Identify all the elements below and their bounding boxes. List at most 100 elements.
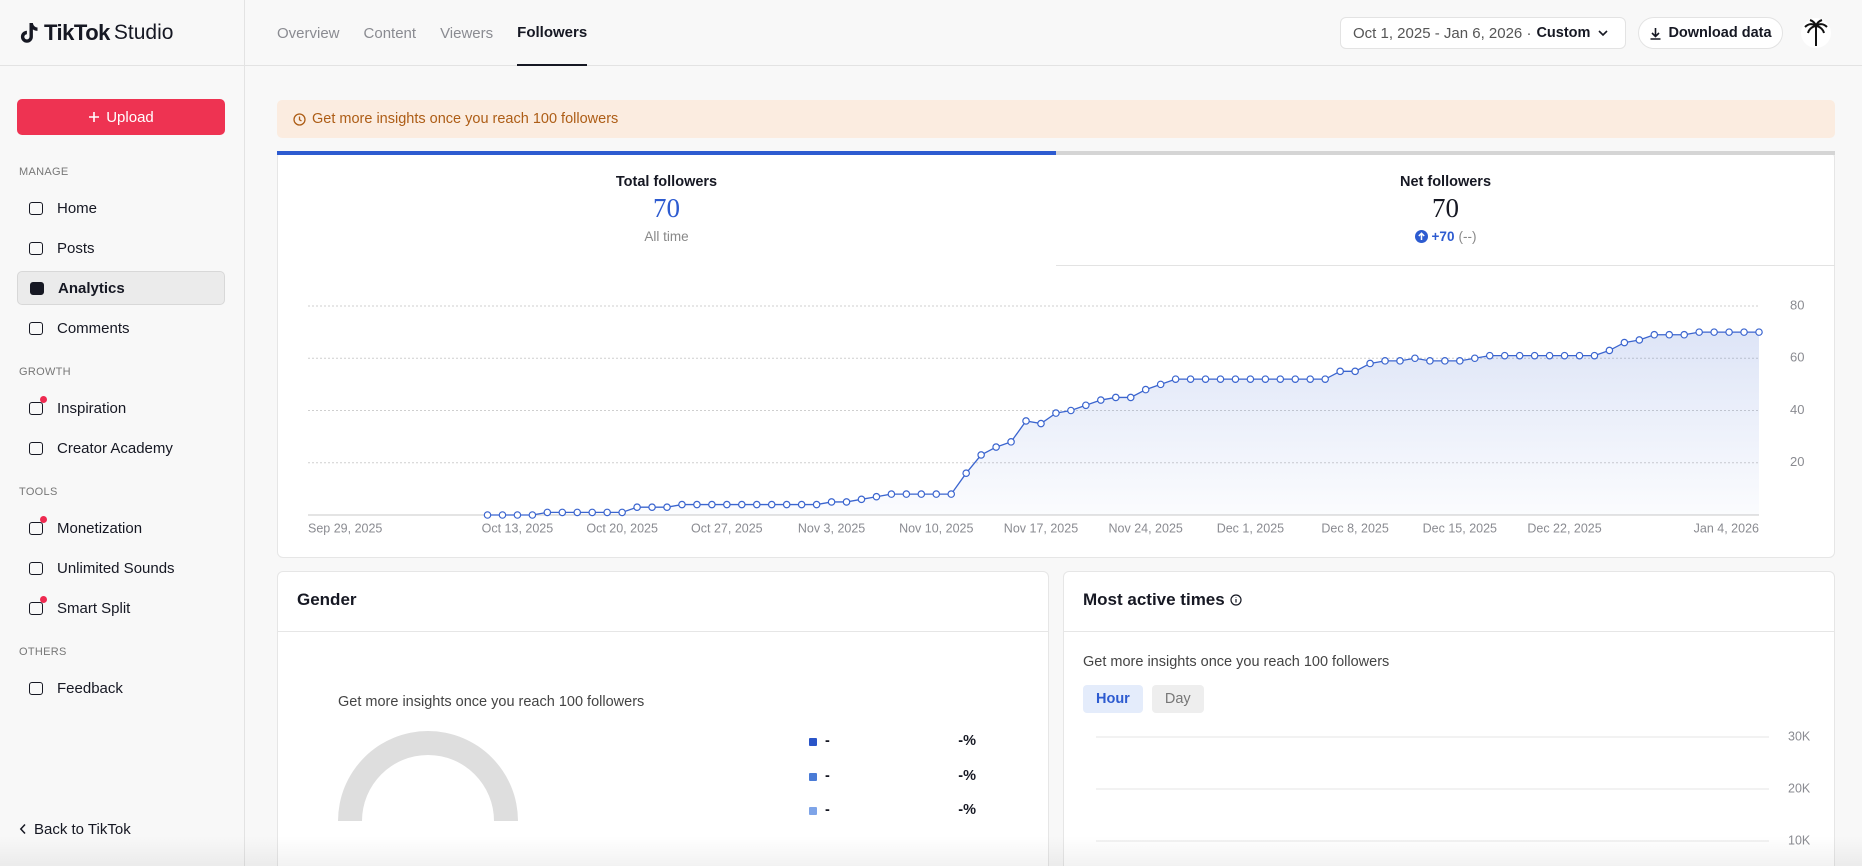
active-times-title: Most active times	[1083, 590, 1225, 609]
nav-tab[interactable]: Content	[363, 24, 417, 42]
sidebar	[0, 66, 245, 866]
toggle-button[interactable]: Day	[1151, 685, 1204, 713]
nav-item[interactable]: Feedback	[17, 671, 225, 705]
metric-label: Total followers	[615, 174, 718, 190]
section-label: MANAGE	[19, 166, 69, 178]
metric-value: 70	[653, 193, 680, 223]
legend-label: -	[825, 767, 830, 784]
metric-note: All time	[644, 229, 689, 244]
chevron-down	[1598, 30, 1609, 37]
avatar-image	[1804, 19, 1828, 46]
nav-item[interactable]: Inspiration	[17, 391, 225, 425]
chevron-left	[19, 823, 26, 835]
legend-label: -	[825, 733, 830, 749]
range-type: Custom	[1536, 25, 1591, 41]
nav-icon	[29, 681, 43, 695]
back-link[interactable]: Back to TikTok	[19, 818, 131, 840]
section-label: OTHERS	[19, 646, 67, 658]
metric-label: Net followers	[1399, 174, 1492, 190]
download-button[interactable]: Download data	[1638, 17, 1783, 49]
metric-tabs: Total followers 70 All time Net followers 70…	[277, 151, 1835, 266]
metric-change: +70	[1431, 229, 1455, 244]
nav-tab[interactable]: Overview	[277, 24, 340, 42]
metric-progress	[1056, 151, 1835, 155]
nav-item[interactable]: Unlimited Sounds	[17, 551, 225, 585]
nav-label: Feedback	[57, 679, 123, 697]
active-times-divider	[1064, 631, 1834, 632]
nav-item[interactable]: Analytics	[17, 271, 225, 305]
nav-icon	[29, 201, 43, 215]
nav-icon	[29, 515, 47, 535]
active-times-message: Get more insights once you reach 100 fol…	[1083, 654, 1390, 670]
insights-banner: Get more insights once you reach 100 fol…	[277, 100, 1835, 138]
nav-icon	[29, 561, 43, 575]
section-label: GROWTH	[19, 366, 71, 378]
sidebar-nav: MANAGE Home Posts Analytics Comments GROWTH In…	[0, 0, 245, 866]
nav-icon	[29, 595, 47, 615]
nav-icon	[29, 441, 43, 455]
brand-name: TikTok	[44, 20, 110, 45]
gender-message: Get more insights once you reach 100 fol…	[338, 694, 645, 710]
nav-tab[interactable]: Followers	[517, 0, 588, 66]
nav-item[interactable]: Posts	[17, 231, 225, 265]
legend-swatch	[809, 738, 817, 746]
notification-dot	[40, 515, 47, 523]
gender-card-divider	[278, 631, 1048, 632]
nav-label: Home	[57, 199, 98, 217]
nav-item[interactable]: Creator Academy	[17, 431, 225, 465]
upload-label: Upload	[106, 108, 154, 126]
nav-label: Monetization	[57, 519, 143, 537]
legend-swatch	[809, 807, 817, 815]
nav-icon	[29, 241, 43, 255]
banner-text: Get more insights once you reach 100 fol…	[312, 111, 619, 127]
legend-label: -	[825, 802, 830, 818]
nav-item[interactable]: Home	[17, 191, 225, 225]
nav-label: Unlimited Sounds	[57, 559, 175, 577]
nav-label: Analytics	[58, 279, 125, 297]
nav-icon	[29, 321, 43, 335]
legend-value: -%	[958, 802, 976, 818]
nav-label: Creator Academy	[57, 439, 173, 457]
nav-tab[interactable]: Viewers	[440, 24, 494, 42]
granularity-toggle: Hour Day	[1083, 685, 1204, 713]
notification-dot	[40, 395, 47, 403]
legend-swatch	[809, 772, 817, 781]
section-label: TOOLS	[19, 486, 58, 498]
up-icon	[1414, 230, 1428, 243]
brand-suffix: Studio	[113, 21, 174, 44]
metric-value: 70	[1432, 193, 1459, 223]
metric-tab[interactable]: Total followers 70 All time	[277, 151, 1056, 266]
gender-title: Gender	[297, 590, 357, 609]
nav-label: Smart Split	[57, 599, 131, 617]
metric-sub: +70 (--)	[1056, 229, 1835, 244]
legend-value: -%	[958, 733, 976, 749]
metric-tab[interactable]: Net followers 70 +70 (--)	[1056, 151, 1835, 266]
metric-sub: All time	[277, 229, 1056, 244]
notification-dot	[40, 595, 47, 603]
legend-value: -%	[958, 767, 976, 784]
active-times-card	[1063, 571, 1835, 866]
avatar[interactable]	[1801, 18, 1831, 48]
nav-item[interactable]: Smart Split	[17, 591, 225, 625]
nav-tabs: Overview Content Viewers Followers	[277, 0, 588, 66]
download-icon	[1650, 27, 1661, 40]
nav-item[interactable]: Comments	[17, 311, 225, 345]
metric-comparison: (--)	[1458, 229, 1477, 244]
upload-button[interactable]: Upload	[17, 99, 225, 135]
brand-logo	[20, 22, 38, 43]
nav-label: Comments	[57, 319, 130, 337]
info-icon[interactable]	[1230, 594, 1242, 606]
sidebar-divider-top	[244, 0, 245, 66]
back-label: Back to TikTok	[34, 820, 131, 838]
arrow-up	[1417, 232, 1425, 240]
toggle-button[interactable]: Hour	[1083, 685, 1143, 713]
nav-item[interactable]: Monetization	[17, 511, 225, 545]
brand[interactable]: TikTok Studio	[19, 19, 173, 47]
date-range-picker[interactable]: Oct 1, 2025 - Jan 6, 2026 · Custom	[1340, 17, 1626, 49]
active-times-header: Most active times	[1083, 590, 1242, 610]
download-label: Download data	[1668, 25, 1772, 41]
clock-icon	[293, 112, 306, 126]
metric-progress	[277, 151, 1056, 155]
gender-card	[277, 571, 1049, 866]
